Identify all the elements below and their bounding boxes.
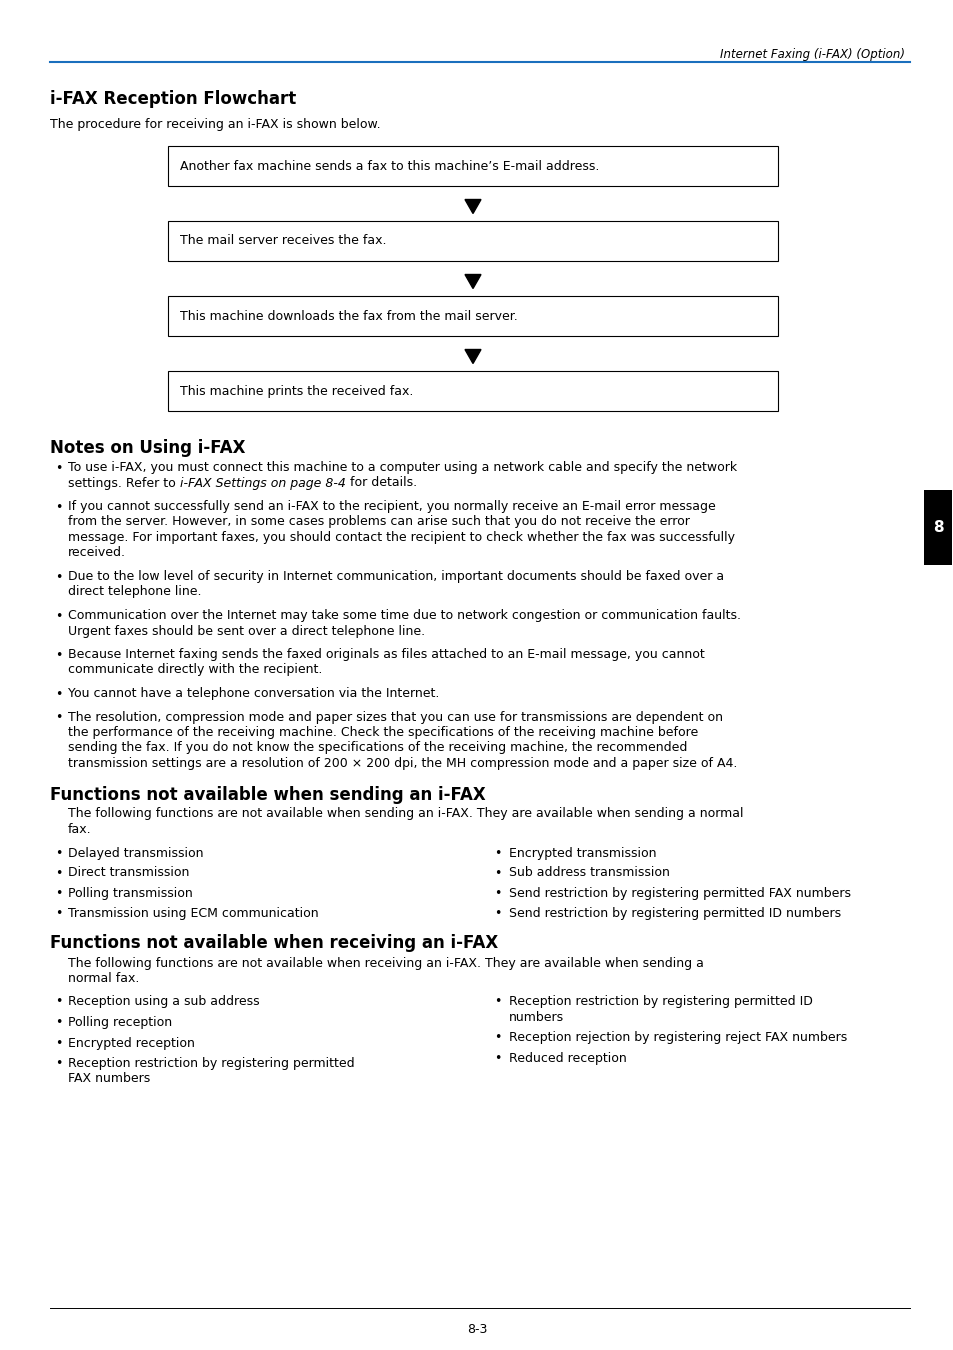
Text: fax.: fax. <box>68 824 91 836</box>
FancyBboxPatch shape <box>168 221 778 261</box>
FancyBboxPatch shape <box>168 146 778 186</box>
Text: Reduced reception: Reduced reception <box>509 1052 626 1065</box>
Text: settings. Refer to: settings. Refer to <box>68 477 179 490</box>
Text: i-FAX Settings on page 8-4: i-FAX Settings on page 8-4 <box>179 477 345 490</box>
Text: •: • <box>55 1037 63 1049</box>
Text: •: • <box>55 571 63 585</box>
Text: Functions not available when receiving an i-FAX: Functions not available when receiving a… <box>50 934 497 953</box>
Text: •: • <box>55 688 63 701</box>
Text: •: • <box>55 1057 63 1071</box>
Text: •: • <box>55 649 63 662</box>
Text: •: • <box>55 1017 63 1029</box>
Polygon shape <box>464 200 480 213</box>
Text: 8: 8 <box>932 520 943 535</box>
Polygon shape <box>464 274 480 289</box>
Text: the performance of the receiving machine. Check the specifications of the receiv: the performance of the receiving machine… <box>68 726 698 738</box>
Text: •: • <box>55 906 63 919</box>
Text: •: • <box>55 462 63 475</box>
Text: Sub address transmission: Sub address transmission <box>509 867 669 879</box>
Text: Due to the low level of security in Internet communication, important documents : Due to the low level of security in Inte… <box>68 570 723 583</box>
Text: Functions not available when sending an i-FAX: Functions not available when sending an … <box>50 786 485 803</box>
Text: Polling reception: Polling reception <box>68 1017 172 1029</box>
Polygon shape <box>464 350 480 363</box>
Bar <box>923 490 951 566</box>
Text: Reception rejection by registering reject FAX numbers: Reception rejection by registering rejec… <box>509 1031 846 1045</box>
Text: The following functions are not available when sending an i-FAX. They are availa: The following functions are not availabl… <box>68 807 742 821</box>
Text: Delayed transmission: Delayed transmission <box>68 846 203 860</box>
Text: Encrypted transmission: Encrypted transmission <box>509 846 656 860</box>
Text: message. For important faxes, you should contact the recipient to check whether : message. For important faxes, you should… <box>68 531 734 544</box>
Text: To use i-FAX, you must connect this machine to a computer using a network cable : To use i-FAX, you must connect this mach… <box>68 460 737 474</box>
FancyBboxPatch shape <box>168 371 778 410</box>
Text: The following functions are not available when receiving an i-FAX. They are avai: The following functions are not availabl… <box>68 957 703 969</box>
Text: Reception restriction by registering permitted: Reception restriction by registering per… <box>68 1057 355 1071</box>
Text: The resolution, compression mode and paper sizes that you can use for transmissi: The resolution, compression mode and pap… <box>68 710 722 724</box>
Text: 8-3: 8-3 <box>466 1323 487 1336</box>
Text: normal fax.: normal fax. <box>68 972 139 986</box>
Text: FAX numbers: FAX numbers <box>68 1072 150 1085</box>
FancyBboxPatch shape <box>168 296 778 336</box>
Text: i-FAX Reception Flowchart: i-FAX Reception Flowchart <box>50 90 296 108</box>
Text: •: • <box>494 887 501 899</box>
Text: Reception using a sub address: Reception using a sub address <box>68 995 259 1008</box>
Text: This machine prints the received fax.: This machine prints the received fax. <box>180 385 413 397</box>
Text: Direct transmission: Direct transmission <box>68 867 190 879</box>
Text: This machine downloads the fax from the mail server.: This machine downloads the fax from the … <box>180 309 517 323</box>
Text: The procedure for receiving an i-FAX is shown below.: The procedure for receiving an i-FAX is … <box>50 117 380 131</box>
Text: •: • <box>494 1052 501 1065</box>
Text: If you cannot successfully send an i-FAX to the recipient, you normally receive : If you cannot successfully send an i-FAX… <box>68 500 715 513</box>
Text: for details.: for details. <box>345 477 416 490</box>
Text: •: • <box>494 906 501 919</box>
Text: •: • <box>55 995 63 1008</box>
Text: from the server. However, in some cases problems can arise such that you do not : from the server. However, in some cases … <box>68 516 689 528</box>
Text: transmission settings are a resolution of 200 × 200 dpi, the MH compression mode: transmission settings are a resolution o… <box>68 757 737 769</box>
Text: Because Internet faxing sends the faxed originals as files attached to an E-mail: Because Internet faxing sends the faxed … <box>68 648 704 662</box>
Text: •: • <box>55 610 63 622</box>
Text: Send restriction by registering permitted ID numbers: Send restriction by registering permitte… <box>509 906 841 919</box>
Text: Urgent faxes should be sent over a direct telephone line.: Urgent faxes should be sent over a direc… <box>68 625 425 637</box>
Text: Internet Faxing (i-FAX) (Option): Internet Faxing (i-FAX) (Option) <box>720 49 904 61</box>
Text: received.: received. <box>68 547 126 559</box>
Text: •: • <box>494 995 501 1008</box>
Text: •: • <box>55 711 63 725</box>
Text: direct telephone line.: direct telephone line. <box>68 586 201 598</box>
Text: Communication over the Internet may take some time due to network congestion or : Communication over the Internet may take… <box>68 609 740 622</box>
Text: •: • <box>494 846 501 860</box>
Text: The mail server receives the fax.: The mail server receives the fax. <box>180 235 386 247</box>
Text: numbers: numbers <box>509 1011 563 1025</box>
Text: Another fax machine sends a fax to this machine’s E-mail address.: Another fax machine sends a fax to this … <box>180 159 598 173</box>
Text: Transmission using ECM communication: Transmission using ECM communication <box>68 906 318 919</box>
Text: •: • <box>494 1031 501 1045</box>
Text: •: • <box>55 501 63 514</box>
Text: You cannot have a telephone conversation via the Internet.: You cannot have a telephone conversation… <box>68 687 439 701</box>
Text: communicate directly with the recipient.: communicate directly with the recipient. <box>68 663 322 676</box>
Text: Polling transmission: Polling transmission <box>68 887 193 899</box>
Text: •: • <box>55 867 63 879</box>
Text: •: • <box>494 867 501 879</box>
Text: Send restriction by registering permitted FAX numbers: Send restriction by registering permitte… <box>509 887 850 899</box>
Text: •: • <box>55 846 63 860</box>
Text: Encrypted reception: Encrypted reception <box>68 1037 194 1049</box>
Text: Notes on Using i-FAX: Notes on Using i-FAX <box>50 439 245 458</box>
Text: sending the fax. If you do not know the specifications of the receiving machine,: sending the fax. If you do not know the … <box>68 741 687 755</box>
Text: •: • <box>55 887 63 899</box>
Text: Reception restriction by registering permitted ID: Reception restriction by registering per… <box>509 995 812 1008</box>
